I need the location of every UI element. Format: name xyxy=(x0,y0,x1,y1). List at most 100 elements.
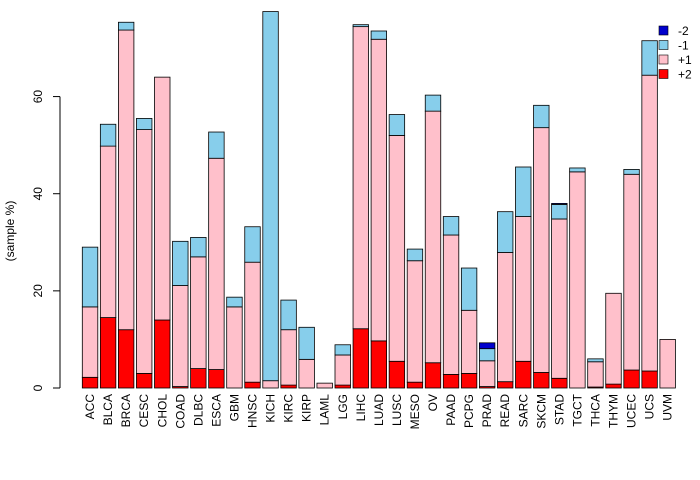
x-tick-label: UCS xyxy=(643,394,657,419)
x-tick-label: TGCT xyxy=(570,393,584,426)
legend-label: -2 xyxy=(678,24,689,38)
legend-label: +2 xyxy=(678,68,692,82)
bar-tgct-neg1 xyxy=(569,167,586,173)
bar-kirp-pos1 xyxy=(298,358,315,389)
x-tick-label: SKCM xyxy=(534,394,548,429)
bar-lusc-pos2 xyxy=(388,360,406,389)
bar-gbm-pos1 xyxy=(226,306,243,389)
bar-stad-neg1 xyxy=(551,203,568,220)
bar-meso-pos1 xyxy=(406,260,424,383)
bar-lihc-pos2 xyxy=(352,328,369,389)
bar-esca-neg1 xyxy=(208,131,225,159)
bar-cesc-neg1 xyxy=(136,118,153,131)
bar-gbm-neg1 xyxy=(226,296,243,308)
bar-kirc-pos1 xyxy=(280,329,297,386)
bar-ov-pos1 xyxy=(424,110,442,364)
bar-luad-pos1 xyxy=(370,38,388,342)
bar-kirc-pos2 xyxy=(280,384,297,389)
legend-label: -1 xyxy=(678,39,689,53)
x-tick-labels: ACC BLCA BRCA CESC CHOL COAD DLBC ESCA GBM HNSC KI… xyxy=(83,393,675,429)
bar-stad-neg2 xyxy=(551,203,568,205)
bar-kich-neg1 xyxy=(262,11,279,382)
bar-coad-pos1 xyxy=(172,285,189,387)
bar-brca-pos1 xyxy=(118,29,135,331)
x-tick-label: CESC xyxy=(137,394,151,428)
bar-cesc-pos2 xyxy=(136,373,153,389)
bar-skcm-pos2 xyxy=(533,372,550,389)
bar-kich-pos1 xyxy=(262,380,279,389)
legend: -2-1+1+2 xyxy=(658,24,692,82)
bar-ucec-neg1 xyxy=(623,169,640,175)
bar-thca-neg1 xyxy=(587,358,604,363)
x-tick-label: LUSC xyxy=(390,394,404,426)
x-tick-label: PAAD xyxy=(444,394,458,426)
bar-dlbc-pos2 xyxy=(190,368,207,389)
bar-lgg-neg1 xyxy=(334,344,351,356)
bar-dlbc-neg1 xyxy=(190,237,207,258)
bar-read-neg1 xyxy=(497,211,514,253)
bar-esca-pos1 xyxy=(208,157,225,370)
bar-ov-neg1 xyxy=(424,94,442,112)
bar-thym-pos2 xyxy=(605,383,622,389)
bar-lgg-pos1 xyxy=(334,354,351,386)
y-tick-label: 40 xyxy=(31,187,45,201)
y-axis-label: (sample %) xyxy=(3,201,17,262)
y-axis: 0 20 40 60 xyxy=(31,90,61,391)
x-tick-label: KICH xyxy=(264,394,278,423)
bar-pcpg-pos1 xyxy=(460,309,478,374)
bar-meso-pos2 xyxy=(406,381,424,389)
bar-brca-pos2 xyxy=(118,329,135,389)
x-tick-label: STAD xyxy=(552,394,566,425)
bar-acc-pos1 xyxy=(81,306,99,378)
x-tick-label: COAD xyxy=(173,394,187,429)
x-tick-label: THYM xyxy=(607,394,621,428)
x-tick-label: KIRP xyxy=(300,394,314,422)
x-tick-label: THCA xyxy=(588,394,602,427)
legend-swatch xyxy=(658,25,669,36)
x-tick-label: READ xyxy=(498,394,512,428)
bar-luad-pos2 xyxy=(370,340,388,389)
bar-skcm-pos1 xyxy=(533,127,550,373)
bar-lihc-neg1 xyxy=(352,24,369,28)
bar-hnsc-pos2 xyxy=(244,381,261,389)
x-tick-label: PCPG xyxy=(462,394,476,428)
bar-read-pos2 xyxy=(497,381,514,389)
x-tick-label: LIHC xyxy=(354,394,368,422)
y-tick-label: 60 xyxy=(31,90,45,104)
x-tick-label: KIRC xyxy=(282,394,296,423)
bar-luad-neg1 xyxy=(370,30,388,40)
x-tick-label: ACC xyxy=(83,394,97,420)
bar-kirp-neg1 xyxy=(298,326,315,360)
bar-pcpg-pos2 xyxy=(460,373,478,389)
y-tick-label: 20 xyxy=(31,284,45,298)
x-tick-label: CHOL xyxy=(155,394,169,428)
x-tick-label: LUAD xyxy=(372,394,386,426)
x-tick-label: OV xyxy=(426,394,440,411)
bar-stad-pos2 xyxy=(551,377,568,389)
bar-ov-pos2 xyxy=(424,362,442,389)
bar-thym-pos1 xyxy=(605,292,622,385)
bar-sarc-neg1 xyxy=(515,166,532,217)
bar-paad-pos2 xyxy=(442,373,460,389)
bar-ucs-pos1 xyxy=(641,74,658,372)
bar-ucec-pos1 xyxy=(623,173,640,371)
bar-acc-pos2 xyxy=(81,376,99,389)
bar-chol-pos2 xyxy=(154,319,171,389)
bar-hnsc-neg1 xyxy=(244,226,261,263)
bar-blca-neg1 xyxy=(99,123,117,147)
bar-read-pos1 xyxy=(497,252,514,383)
bar-skcm-neg1 xyxy=(533,104,550,129)
legend-label: +1 xyxy=(678,53,692,67)
bar-dlbc-pos1 xyxy=(190,256,207,369)
x-tick-label: MESO xyxy=(408,394,422,429)
x-tick-label: DLBC xyxy=(191,394,205,426)
bar-pcpg-neg1 xyxy=(460,267,478,311)
x-tick-label: BRCA xyxy=(119,394,133,427)
y-tick-label: 0 xyxy=(31,384,45,391)
bar-kirc-neg1 xyxy=(280,299,297,331)
legend-swatch xyxy=(658,54,669,65)
bar-tgct-pos1 xyxy=(569,171,586,389)
bar-lusc-pos1 xyxy=(388,135,406,362)
x-tick-label: LGG xyxy=(336,394,350,419)
